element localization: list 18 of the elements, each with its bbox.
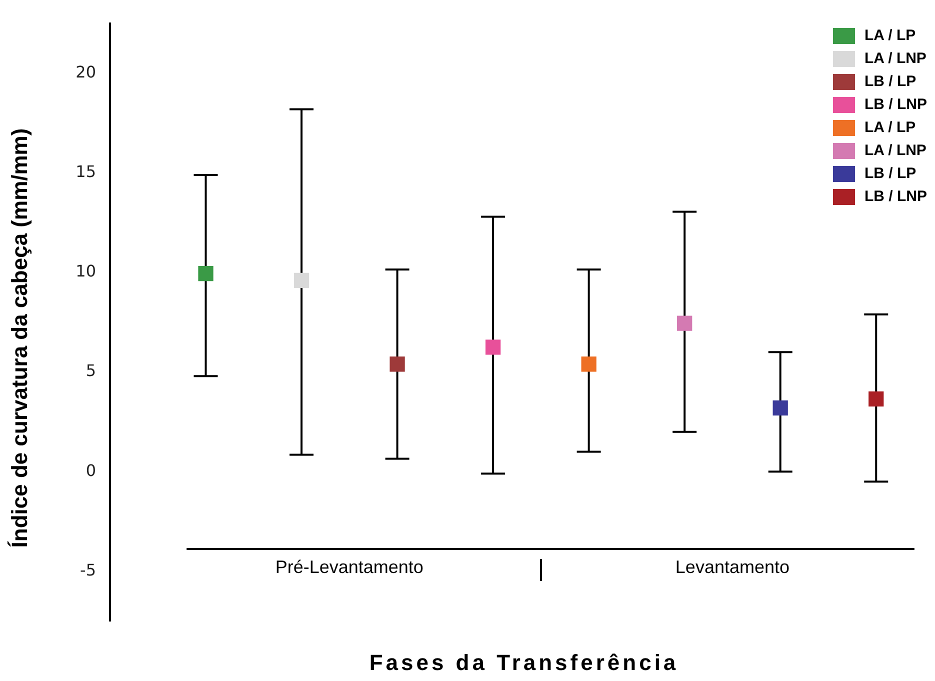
x-axis-title: Fases da Transferência	[368, 650, 680, 676]
x-tick-label: Levantamento	[675, 557, 790, 578]
y-tick-label: 10	[76, 262, 96, 281]
y-tick-label: 0	[86, 460, 96, 480]
legend-label: LA / LP	[864, 119, 916, 136]
y-tick-label: 15	[76, 162, 96, 182]
y-axis-title: Índice de curvatura da cabeça (mm/mm)	[7, 127, 33, 550]
y-tick-label: 20	[76, 62, 96, 82]
legend-label: LB / LP	[864, 165, 916, 182]
text: LB / LNP	[864, 96, 927, 113]
text: LA / LNP	[864, 50, 926, 67]
legend-label: LB / LNP	[864, 188, 927, 205]
x-tick-label: Pré-Levantamento	[275, 557, 424, 578]
text: LA / LP	[864, 27, 916, 44]
y-tick-label: -5	[80, 560, 96, 580]
y-tick-label: 5	[86, 361, 96, 380]
text: LB / LP	[864, 73, 916, 90]
legend-label: LA / LNP	[864, 142, 926, 159]
